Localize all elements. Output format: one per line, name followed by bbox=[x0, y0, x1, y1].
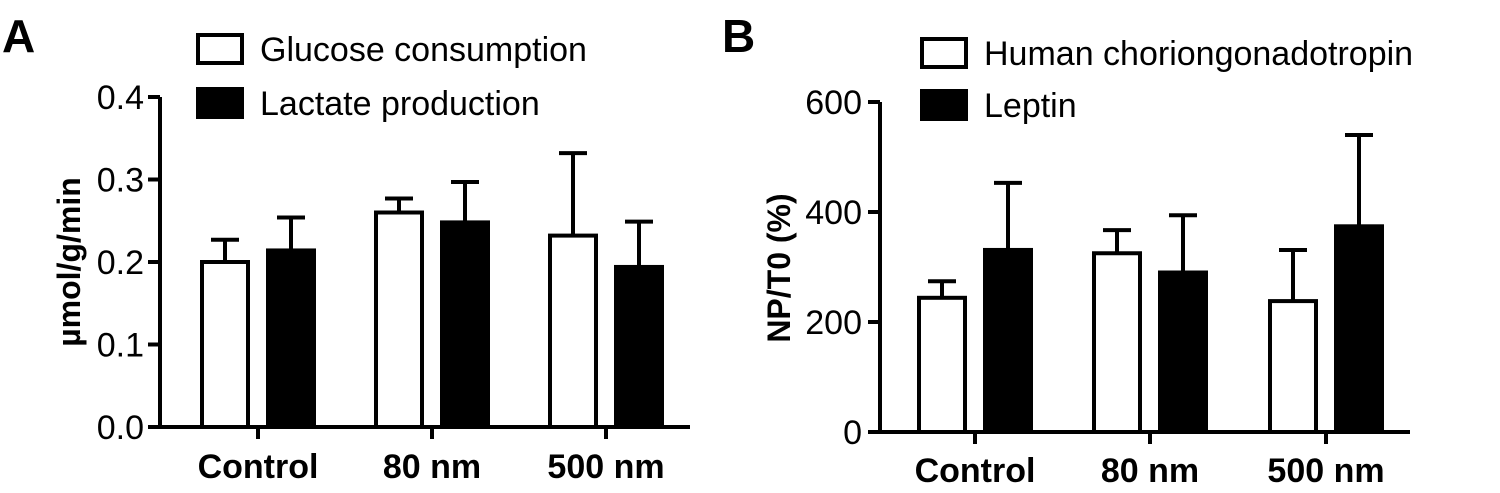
bar bbox=[614, 264, 664, 430]
legend-label: Leptin bbox=[984, 87, 1077, 125]
panel-label: B bbox=[722, 10, 755, 62]
y-tick-label: 400 bbox=[805, 194, 862, 232]
x-tick-label: 500 nm bbox=[547, 448, 664, 486]
x-tick-label: 80 nm bbox=[383, 448, 481, 486]
bar bbox=[983, 247, 1033, 434]
legend-swatch bbox=[920, 89, 968, 121]
x-tick-label: 80 nm bbox=[1101, 452, 1199, 490]
y-tick-label: 0 bbox=[843, 414, 862, 452]
bar bbox=[266, 248, 316, 429]
y-tick-label: 600 bbox=[805, 84, 862, 122]
y-axis-label: µmol/g/min bbox=[51, 177, 87, 347]
x-tick-label: 500 nm bbox=[1267, 452, 1384, 490]
bar bbox=[374, 210, 424, 429]
bar bbox=[1092, 251, 1142, 434]
x-tick-label: Control bbox=[915, 452, 1036, 490]
bar bbox=[1334, 224, 1384, 434]
legend-swatch bbox=[196, 87, 244, 119]
legend-label: Lactate production bbox=[260, 85, 540, 123]
panel-b: B NP/T0 (%) 0 200 400 600 Control 80 nm 500 nm Hu… bbox=[722, 10, 1413, 490]
y-tick-label: 0.2 bbox=[97, 244, 144, 282]
y-tick-label: 0.1 bbox=[97, 327, 144, 365]
legend-swatch bbox=[920, 37, 968, 69]
y-tick-label: 0.0 bbox=[97, 409, 144, 447]
bar bbox=[1268, 299, 1318, 434]
legend-label: Human choriongonadotropin bbox=[984, 35, 1413, 73]
y-tick-label: 200 bbox=[805, 304, 862, 342]
x-tick-label: Control bbox=[198, 448, 319, 486]
panel-label: A bbox=[2, 10, 35, 62]
bar bbox=[200, 260, 250, 429]
bar bbox=[917, 295, 967, 434]
legend-swatch bbox=[196, 33, 244, 65]
bar bbox=[1158, 270, 1208, 434]
legend-label: Glucose consumption bbox=[260, 31, 587, 69]
y-tick-label: 0.3 bbox=[97, 162, 144, 200]
bar bbox=[440, 220, 490, 429]
bar bbox=[548, 233, 598, 429]
y-axis-label: NP/T0 (%) bbox=[761, 193, 797, 342]
y-tick-label: 0.4 bbox=[97, 79, 144, 117]
